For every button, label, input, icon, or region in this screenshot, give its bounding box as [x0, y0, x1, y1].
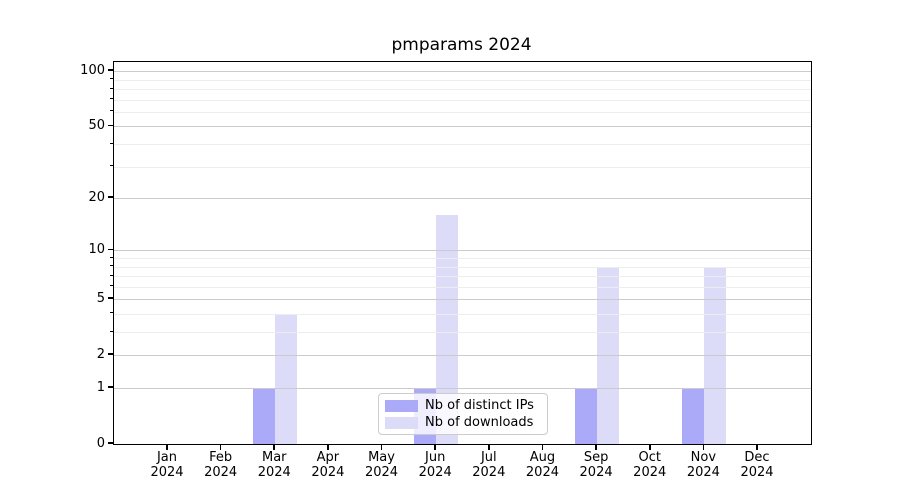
legend-swatch-downloads-icon	[385, 416, 418, 429]
gridline-minor	[114, 266, 811, 268]
y-minor-tick-mark	[110, 110, 113, 112]
y-tick-label: 100	[80, 62, 105, 78]
x-tick-label: Nov 2024	[686, 450, 720, 480]
x-tick-mark	[541, 444, 544, 450]
x-tick-mark	[488, 444, 490, 450]
gridline-minor	[114, 276, 811, 277]
bar-nb-of-downloads	[704, 266, 727, 444]
chart-title: pmparams 2024	[391, 35, 532, 55]
gridline-major	[114, 355, 811, 357]
x-tick-mark	[273, 444, 276, 450]
gridline-major	[114, 71, 811, 73]
y-tick-label: 50	[88, 117, 105, 133]
y-tick-label: 0	[96, 435, 105, 451]
x-tick-label: May 2024	[364, 450, 399, 480]
y-minor-tick-mark	[110, 265, 113, 266]
x-tick-mark	[219, 444, 222, 450]
bar-nb-of-distinct-ips	[575, 388, 598, 444]
y-tick-mark	[108, 353, 113, 356]
x-tick-label: Oct 2024	[633, 450, 667, 480]
gridline-minor	[114, 286, 811, 288]
x-tick-mark	[595, 444, 597, 450]
x-tick-mark	[327, 444, 329, 450]
x-tick-label: Jun 2024	[418, 450, 452, 480]
gridline-major	[114, 250, 811, 252]
y-tick-mark	[108, 124, 113, 127]
bar-nb-of-downloads	[436, 215, 459, 444]
x-tick-label: Jan 2024	[150, 450, 184, 480]
plot-area	[113, 61, 812, 445]
gridline-minor	[114, 166, 811, 168]
gridline-minor	[114, 89, 811, 90]
bar-nb-of-distinct-ips	[253, 388, 276, 444]
y-tick-label: 20	[88, 189, 105, 205]
legend: Nb of distinct IPs Nb of downloads	[378, 393, 548, 435]
y-minor-tick-mark	[110, 87, 113, 89]
x-tick-label: Sep 2024	[579, 450, 613, 480]
y-tick-mark	[108, 386, 113, 388]
y-minor-tick-mark	[110, 312, 113, 314]
y-minor-tick-mark	[110, 142, 113, 144]
bar-nb-of-downloads	[275, 314, 298, 444]
gridline-major	[114, 299, 811, 301]
gridline-major	[114, 388, 811, 389]
x-tick-mark	[434, 444, 436, 450]
legend-item-downloads: Nb of downloads	[385, 415, 541, 430]
x-tick-label: Jul 2024	[472, 450, 506, 480]
x-tick-mark	[756, 444, 758, 450]
x-tick-mark	[702, 444, 705, 450]
y-tick-mark	[108, 69, 113, 71]
x-tick-label: Apr 2024	[311, 450, 345, 480]
y-tick-label: 2	[96, 346, 105, 362]
bar-nb-of-distinct-ips	[682, 388, 705, 444]
y-tick-mark	[108, 442, 113, 444]
x-tick-mark	[648, 444, 651, 450]
x-tick-mark	[380, 444, 383, 450]
gridline-minor	[114, 332, 811, 333]
y-tick-label: 5	[96, 290, 105, 306]
y-tick-label: 10	[88, 241, 105, 257]
y-minor-tick-mark	[110, 78, 113, 80]
gridline-major	[114, 126, 811, 128]
y-minor-tick-mark	[110, 98, 113, 100]
x-tick-label: Aug 2024	[525, 450, 559, 480]
gridline-minor	[114, 258, 811, 259]
x-tick-label: Feb 2024	[204, 450, 238, 480]
legend-swatch-distinct-ips-icon	[385, 399, 418, 412]
gridline-minor	[114, 99, 811, 101]
legend-label-distinct-ips: Nb of distinct IPs	[425, 398, 534, 413]
gridline-minor	[114, 111, 811, 113]
y-minor-tick-mark	[110, 256, 113, 258]
y-minor-tick-mark	[110, 274, 113, 276]
gridline-minor	[114, 314, 811, 315]
y-minor-tick-mark	[110, 165, 113, 167]
y-tick-mark	[108, 248, 113, 251]
y-tick-mark	[108, 297, 113, 300]
y-minor-tick-mark	[110, 330, 113, 332]
legend-item-distinct-ips: Nb of distinct IPs	[385, 398, 541, 413]
gridline-major	[114, 198, 811, 200]
bar-nb-of-downloads	[597, 266, 620, 444]
x-tick-label: Dec 2024	[740, 450, 774, 480]
y-tick-mark	[108, 196, 113, 198]
legend-label-downloads: Nb of downloads	[425, 415, 534, 430]
y-minor-tick-mark	[110, 285, 113, 287]
y-tick-label: 1	[96, 379, 105, 395]
gridline-minor	[114, 79, 811, 81]
x-tick-label: Mar 2024	[257, 450, 291, 480]
x-tick-mark	[166, 444, 168, 450]
gridline-minor	[114, 144, 811, 145]
